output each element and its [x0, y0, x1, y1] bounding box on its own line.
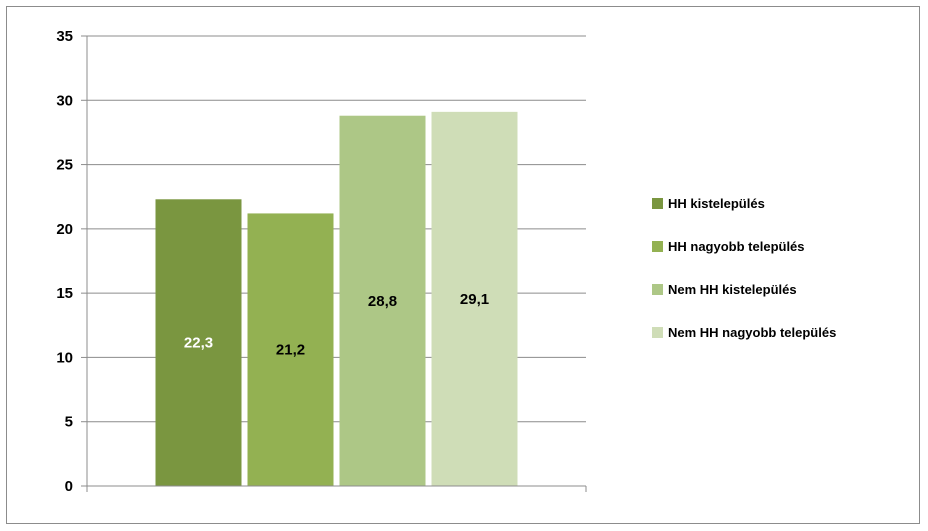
data-labels: 22,3 21,2 28,8 29,1 [184, 291, 489, 359]
data-label: 22,3 [184, 335, 213, 352]
legend: HH kistelepülés HH nagyobb település Nem… [652, 194, 912, 366]
axes: 0 5 10 15 20 25 30 35 [56, 28, 587, 495]
y-tick-label: 25 [56, 157, 73, 174]
y-tick-label: 10 [56, 349, 73, 366]
legend-swatch [652, 284, 663, 295]
data-label: 21,2 [276, 342, 305, 359]
legend-swatch [652, 327, 663, 338]
legend-label: HH kistelepülés [668, 196, 765, 211]
legend-swatch [652, 241, 663, 252]
legend-item: Nem HH nagyobb település [652, 323, 912, 342]
legend-label: HH nagyobb település [668, 239, 805, 254]
y-tick-label: 0 [65, 478, 73, 495]
legend-swatch [652, 198, 663, 209]
y-tick-label: 15 [56, 285, 73, 302]
bar [431, 111, 518, 486]
y-tick-label: 20 [56, 221, 73, 238]
legend-item: HH nagyobb település [652, 237, 912, 256]
data-label: 29,1 [460, 291, 489, 308]
bars [155, 111, 518, 487]
legend-item: Nem HH kistelepülés [652, 280, 912, 299]
bar [339, 115, 426, 486]
legend-label: Nem HH kistelepülés [668, 282, 797, 297]
bar [155, 199, 242, 487]
data-label: 28,8 [368, 293, 397, 310]
legend-label: Nem HH nagyobb település [668, 325, 837, 340]
bar [247, 213, 334, 486]
y-tick-label: 30 [56, 92, 73, 109]
y-tick-label: 35 [56, 28, 73, 45]
y-tick-label: 5 [65, 414, 73, 431]
legend-item: HH kistelepülés [652, 194, 912, 213]
